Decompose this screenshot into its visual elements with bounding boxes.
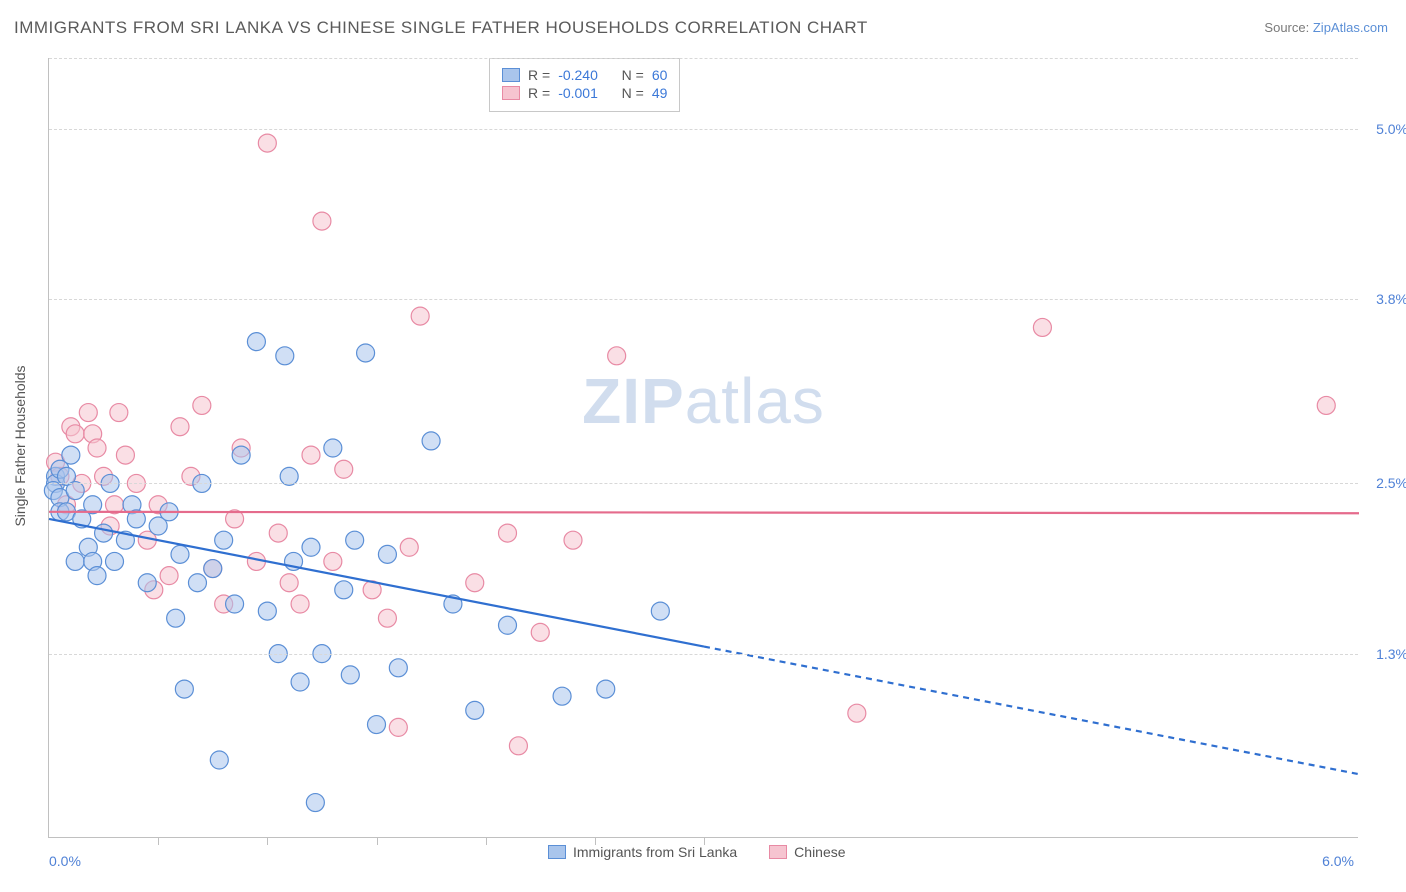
scatter-point-sri-lanka	[171, 545, 189, 563]
y-tick-label: 3.8%	[1376, 291, 1406, 307]
scatter-point-chinese	[608, 347, 626, 365]
x-tick	[486, 837, 487, 845]
scatter-point-sri-lanka	[175, 680, 193, 698]
scatter-point-sri-lanka	[651, 602, 669, 620]
scatter-point-chinese	[400, 538, 418, 556]
scatter-point-sri-lanka	[88, 567, 106, 585]
scatter-point-sri-lanka	[247, 333, 265, 351]
scatter-point-chinese	[389, 718, 407, 736]
gridline-h	[49, 654, 1358, 655]
x-tick	[377, 837, 378, 845]
scatter-point-sri-lanka	[62, 446, 80, 464]
legend-item: Chinese	[769, 844, 845, 860]
x-axis-max-label: 6.0%	[1322, 853, 1354, 869]
scatter-point-chinese	[848, 704, 866, 722]
y-tick-label: 2.5%	[1376, 475, 1406, 491]
scatter-point-chinese	[269, 524, 287, 542]
scatter-point-chinese	[280, 574, 298, 592]
scatter-point-sri-lanka	[106, 552, 124, 570]
scatter-point-sri-lanka	[357, 344, 375, 362]
scatter-point-chinese	[378, 609, 396, 627]
x-tick	[267, 837, 268, 845]
scatter-point-chinese	[324, 552, 342, 570]
y-tick-label: 5.0%	[1376, 121, 1406, 137]
gridline-h	[49, 299, 1358, 300]
scatter-point-chinese	[531, 623, 549, 641]
x-tick	[158, 837, 159, 845]
scatter-point-chinese	[160, 567, 178, 585]
scatter-point-chinese	[564, 531, 582, 549]
gridline-h	[49, 129, 1358, 130]
scatter-point-chinese	[509, 737, 527, 755]
scatter-point-sri-lanka	[341, 666, 359, 684]
scatter-point-sri-lanka	[553, 687, 571, 705]
scatter-point-sri-lanka	[276, 347, 294, 365]
source-link[interactable]: ZipAtlas.com	[1313, 20, 1388, 35]
plot-area: ZIPatlas R =-0.240 N =60R =-0.001 N =49 …	[48, 58, 1358, 838]
scatter-point-sri-lanka	[335, 581, 353, 599]
scatter-point-sri-lanka	[306, 794, 324, 812]
scatter-point-chinese	[193, 396, 211, 414]
scatter-point-chinese	[258, 134, 276, 152]
legend-swatch-icon	[769, 845, 787, 859]
scatter-point-chinese	[411, 307, 429, 325]
scatter-point-sri-lanka	[66, 552, 84, 570]
scatter-point-sri-lanka	[204, 560, 222, 578]
scatter-point-sri-lanka	[210, 751, 228, 769]
scatter-point-sri-lanka	[302, 538, 320, 556]
scatter-point-sri-lanka	[167, 609, 185, 627]
scatter-point-chinese	[116, 446, 134, 464]
scatter-point-sri-lanka	[291, 673, 309, 691]
legend-label: Chinese	[794, 844, 845, 860]
scatter-point-sri-lanka	[346, 531, 364, 549]
scatter-point-chinese	[88, 439, 106, 457]
trend-line	[49, 512, 1359, 513]
source-attribution: Source: ZipAtlas.com	[1264, 20, 1388, 35]
scatter-point-sri-lanka	[378, 545, 396, 563]
scatter-point-chinese	[466, 574, 484, 592]
scatter-point-sri-lanka	[188, 574, 206, 592]
scatter-point-sri-lanka	[422, 432, 440, 450]
chart-title: IMMIGRANTS FROM SRI LANKA VS CHINESE SIN…	[14, 18, 868, 38]
scatter-point-sri-lanka	[324, 439, 342, 457]
legend-item: Immigrants from Sri Lanka	[548, 844, 737, 860]
scatter-point-sri-lanka	[597, 680, 615, 698]
source-label: Source:	[1264, 20, 1309, 35]
scatter-point-chinese	[110, 404, 128, 422]
y-axis-title: Single Father Households	[12, 365, 28, 526]
gridline-h	[49, 483, 1358, 484]
scatter-point-chinese	[313, 212, 331, 230]
scatter-point-chinese	[302, 446, 320, 464]
scatter-point-sri-lanka	[499, 616, 517, 634]
scatter-point-chinese	[291, 595, 309, 613]
x-axis-min-label: 0.0%	[49, 853, 81, 869]
scatter-point-sri-lanka	[95, 524, 113, 542]
scatter-point-sri-lanka	[389, 659, 407, 677]
scatter-point-sri-lanka	[138, 574, 156, 592]
scatter-point-chinese	[66, 425, 84, 443]
legend-swatch-icon	[548, 845, 566, 859]
legend-label: Immigrants from Sri Lanka	[573, 844, 737, 860]
scatter-point-chinese	[171, 418, 189, 436]
trend-line	[704, 647, 1359, 775]
scatter-point-sri-lanka	[258, 602, 276, 620]
bottom-legend: Immigrants from Sri Lanka Chinese	[548, 844, 846, 860]
chart-svg-layer	[49, 58, 1359, 838]
scatter-point-chinese	[335, 460, 353, 478]
scatter-point-chinese	[79, 404, 97, 422]
scatter-point-sri-lanka	[232, 446, 250, 464]
scatter-point-sri-lanka	[215, 531, 233, 549]
scatter-point-chinese	[1033, 318, 1051, 336]
scatter-point-chinese	[499, 524, 517, 542]
y-tick-label: 1.3%	[1376, 646, 1406, 662]
scatter-point-sri-lanka	[368, 716, 386, 734]
gridline-h	[49, 58, 1358, 59]
scatter-point-chinese	[1317, 396, 1335, 414]
scatter-point-sri-lanka	[466, 701, 484, 719]
scatter-point-sri-lanka	[226, 595, 244, 613]
